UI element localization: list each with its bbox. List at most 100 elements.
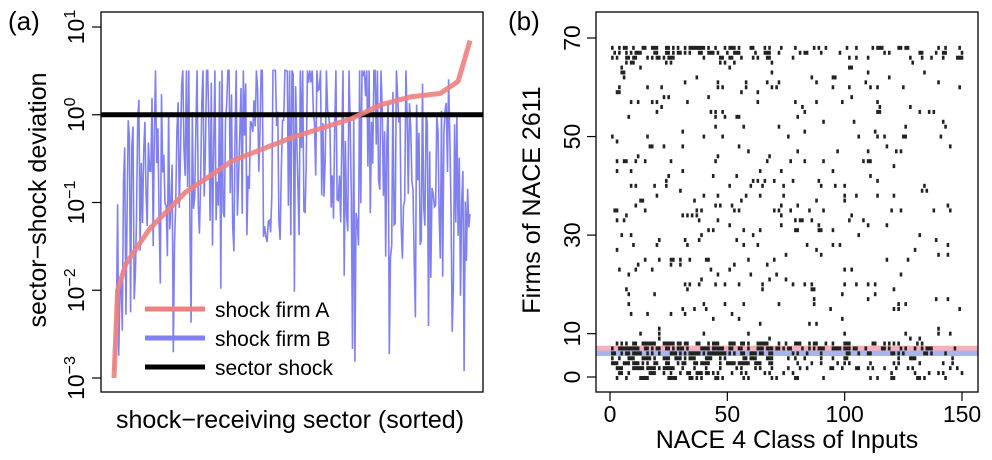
data-point	[756, 55, 760, 60]
data-point	[758, 366, 762, 371]
data-point	[627, 361, 631, 366]
y-tick-label: 0	[559, 371, 585, 384]
y-tick-exponent: −2	[62, 268, 79, 286]
data-point	[958, 85, 961, 90]
panel-a-series	[101, 39, 483, 379]
data-point	[681, 144, 685, 149]
legend-label: shock firm A	[215, 299, 329, 322]
data-point	[669, 341, 673, 346]
panel-b-points	[611, 45, 964, 380]
data-point	[693, 351, 696, 356]
panel-b-y-ticks: 0 10 30 50 70	[559, 25, 596, 383]
data-point	[686, 371, 689, 376]
data-point	[622, 45, 626, 50]
data-point	[876, 134, 879, 139]
panel-a-x-axis-label: shock−receiving sector (sorted)	[116, 406, 464, 434]
data-point	[890, 371, 893, 376]
data-point	[700, 361, 703, 366]
data-point	[740, 341, 743, 346]
data-point	[819, 346, 823, 351]
data-point	[721, 109, 724, 114]
data-point	[763, 178, 767, 183]
data-point	[718, 361, 722, 366]
data-point	[714, 282, 717, 287]
data-point	[615, 366, 619, 371]
data-point	[803, 50, 807, 55]
data-point	[758, 228, 762, 233]
data-point	[730, 311, 734, 316]
data-point	[918, 233, 922, 238]
data-point	[634, 203, 638, 208]
data-point	[810, 361, 814, 366]
data-point	[707, 257, 710, 262]
series-line-shock-firm-a	[111, 39, 473, 379]
data-point	[702, 134, 706, 139]
data-point	[803, 356, 807, 361]
data-point	[711, 346, 715, 351]
data-point	[904, 124, 907, 129]
data-point	[697, 238, 701, 243]
data-point	[892, 193, 896, 198]
data-point	[611, 351, 614, 356]
data-point	[683, 282, 687, 287]
data-point	[688, 351, 692, 356]
data-point	[618, 45, 621, 50]
data-point	[730, 346, 734, 351]
data-point	[735, 173, 739, 178]
data-point	[937, 80, 940, 85]
data-point	[831, 228, 835, 233]
data-point	[629, 169, 633, 174]
data-point	[927, 346, 931, 351]
data-point	[655, 55, 659, 60]
data-point	[667, 50, 670, 55]
data-point	[646, 351, 649, 356]
data-point	[958, 307, 961, 312]
data-point	[634, 55, 638, 60]
data-point	[737, 144, 741, 149]
data-point	[697, 45, 701, 50]
data-point	[629, 311, 633, 316]
data-point	[808, 341, 811, 346]
data-point	[615, 139, 619, 144]
data-point	[646, 134, 649, 139]
data-point	[890, 376, 893, 380]
y-tick-exponent: 1	[62, 10, 79, 19]
data-point	[794, 376, 797, 380]
data-point	[632, 55, 635, 60]
data-point	[669, 376, 673, 380]
data-point	[679, 257, 682, 262]
data-point	[796, 361, 800, 366]
data-point	[733, 361, 736, 366]
data-point	[639, 198, 642, 203]
data-point	[941, 50, 945, 55]
data-point	[665, 356, 668, 361]
data-point	[894, 366, 898, 371]
data-point	[885, 223, 889, 228]
highlight-row	[596, 350, 978, 357]
y-tick-exponent: 0	[62, 97, 79, 106]
data-point	[714, 203, 717, 208]
data-point	[618, 50, 621, 55]
data-point	[688, 282, 692, 287]
data-point	[758, 361, 762, 366]
data-point	[625, 159, 628, 164]
data-point	[632, 366, 635, 371]
data-point	[615, 247, 619, 252]
data-point	[613, 208, 616, 213]
data-point	[702, 193, 706, 198]
data-point	[932, 208, 936, 213]
data-point	[615, 159, 619, 164]
data-point	[754, 356, 757, 361]
data-point	[721, 134, 724, 139]
data-point	[613, 361, 616, 366]
data-point	[937, 331, 940, 336]
data-point	[798, 50, 802, 55]
data-point	[775, 272, 778, 277]
data-point	[683, 45, 687, 50]
data-point	[653, 366, 656, 371]
data-point	[669, 366, 673, 371]
data-point	[925, 346, 929, 351]
data-point	[904, 331, 907, 336]
data-point	[850, 65, 854, 70]
data-point	[794, 45, 797, 50]
